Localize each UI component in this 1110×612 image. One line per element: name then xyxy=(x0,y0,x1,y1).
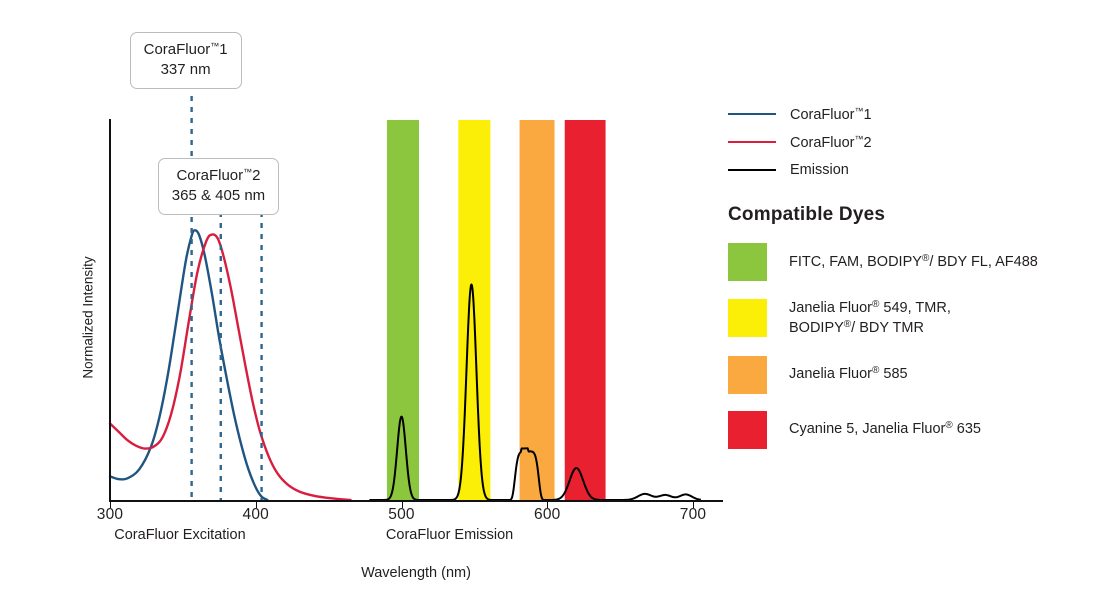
callout-corafluor2-name: CoraFluor xyxy=(176,167,244,184)
x-tick xyxy=(401,502,403,508)
dye-item-label: Janelia Fluor® 549, TMR, BODIPY®/ BDY TMR xyxy=(789,298,951,339)
x-tick-label: 600 xyxy=(534,506,561,523)
dye-label-line2: BODIPY®/ BDY TMR xyxy=(789,318,951,338)
legend-item-label: CoraFluor™1 xyxy=(790,106,872,123)
emission-band xyxy=(519,120,555,500)
x-tick-label: 700 xyxy=(679,506,707,523)
legend-line-swatch xyxy=(728,113,776,115)
excitation-curve xyxy=(108,233,352,502)
dye-item-label: FITC, FAM, BODIPY®/ BDY FL, AF488 xyxy=(789,252,1038,272)
dye-label-line1: Janelia Fluor® 549, TMR, xyxy=(789,298,951,318)
dye-label-text: Janelia Fluor xyxy=(789,300,873,316)
dye-list-item[interactable]: Janelia Fluor® 549, TMR, BODIPY®/ BDY TMR xyxy=(728,298,1110,339)
callout-corafluor2-line2: 365 & 405 nm xyxy=(171,186,266,204)
dye-label-line1: Cyanine 5, Janelia Fluor® 635 xyxy=(789,419,981,439)
dye-color-swatch xyxy=(728,299,767,338)
trademark-icon: ™ xyxy=(243,167,253,177)
callout-corafluor1: CoraFluor™1 337 nm xyxy=(129,32,242,89)
x-axis-label: Wavelength (nm) xyxy=(361,565,471,581)
x-tick xyxy=(255,502,257,508)
x-tick xyxy=(693,502,694,508)
legend-line-swatch xyxy=(728,141,776,143)
dye-label-text-tail: / BDY TMR xyxy=(851,320,924,337)
legend-item[interactable]: CoraFluor™2 xyxy=(728,128,1110,156)
x-tick xyxy=(110,502,111,508)
x-tick-label: 500 xyxy=(388,506,415,523)
series-legend: CoraFluor™1 CoraFluor™2 Emission xyxy=(728,100,1110,184)
excitation-curve xyxy=(108,229,269,502)
region-label-excitation: CoraFluor Excitation xyxy=(114,527,246,543)
dye-color-swatch xyxy=(728,410,767,449)
chart-plot-area: 300 400 500 600 700 Normalized Intensity Wav… xyxy=(80,32,723,581)
callout-corafluor1-index: 1 xyxy=(219,41,228,58)
chart-canvas xyxy=(108,96,702,502)
legend-item[interactable]: Emission xyxy=(728,156,1110,184)
legend-panel: CoraFluor™1 CoraFluor™2 Emission Compatibl… xyxy=(728,100,1110,449)
y-axis-label: Normalized Intensity xyxy=(80,256,96,379)
dye-list-item[interactable]: FITC, FAM, BODIPY®/ BDY FL, AF488 xyxy=(728,243,1110,281)
dye-label-line1: Janelia Fluor® 585 xyxy=(789,364,908,384)
legend-label-index: 1 xyxy=(863,106,872,123)
legend-item-label: Emission xyxy=(790,162,849,178)
legend-label-name: CoraFluor xyxy=(790,106,855,123)
callout-corafluor2-line1: CoraFluor™2 xyxy=(172,166,265,186)
callout-corafluor2-index: 2 xyxy=(252,167,261,184)
y-axis xyxy=(109,119,111,501)
x-tick-label: 400 xyxy=(242,506,269,523)
dye-item-label: Janelia Fluor® 585 xyxy=(789,364,908,384)
legend-label-name: Emission xyxy=(790,162,849,178)
dye-list-item[interactable]: Janelia Fluor® 585 xyxy=(728,355,1110,394)
trademark-icon: ™ xyxy=(854,105,864,116)
x-tick xyxy=(547,502,549,508)
emission-band xyxy=(386,120,419,500)
callout-corafluor1-line2: 337 nm xyxy=(160,60,211,78)
dye-label-text-tail: / BDY FL, AF488 xyxy=(929,253,1038,270)
legend-label-name: CoraFluor xyxy=(790,134,855,151)
callout-corafluor1-line1: CoraFluor™1 xyxy=(144,40,228,60)
trademark-icon: ™ xyxy=(854,133,864,144)
dye-label-text: Cyanine 5, Janelia Fluor xyxy=(789,421,946,438)
legend-label-index: 2 xyxy=(863,134,872,151)
dye-label-text-tail: 585 xyxy=(879,366,908,383)
registered-trademark-icon: ® xyxy=(921,252,930,264)
legend-item[interactable]: CoraFluor™1 xyxy=(728,100,1110,128)
dye-label-text: FITC, FAM, BODIPY xyxy=(789,253,922,270)
callout-corafluor1-name: CoraFluor xyxy=(143,41,211,58)
registered-trademark-icon: ® xyxy=(872,365,880,377)
compatible-dyes-list: FITC, FAM, BODIPY®/ BDY FL, AF488 Janelia… xyxy=(728,243,1110,449)
registered-trademark-icon: ® xyxy=(872,299,880,310)
registered-trademark-icon: ® xyxy=(945,420,953,432)
callout-corafluor2: CoraFluor™2 365 & 405 nm xyxy=(157,158,280,215)
compatible-dyes-title: Compatible Dyes xyxy=(728,204,886,225)
x-axis xyxy=(109,500,723,502)
dye-label-line1: FITC, FAM, BODIPY®/ BDY FL, AF488 xyxy=(789,252,1038,272)
dye-item-label: Cyanine 5, Janelia Fluor® 635 xyxy=(789,419,981,439)
emission-band xyxy=(564,120,606,500)
region-label-emission: CoraFluor Emission xyxy=(385,527,514,543)
registered-trademark-icon: ® xyxy=(843,319,852,331)
x-tick-label: 300 xyxy=(96,506,124,523)
dye-label-text-tail: 549, TMR, xyxy=(879,300,951,316)
dye-label-text: BODIPY xyxy=(789,320,844,337)
dye-list-item[interactable]: Cyanine 5, Janelia Fluor® 635 xyxy=(728,410,1110,449)
trademark-icon: ™ xyxy=(210,41,220,51)
legend-line-swatch xyxy=(728,169,776,171)
dye-label-text: Janelia Fluor xyxy=(789,366,873,383)
legend-item-label: CoraFluor™2 xyxy=(790,134,872,151)
dye-label-text-tail: 635 xyxy=(952,421,981,438)
dye-color-swatch xyxy=(728,355,767,394)
dye-color-swatch xyxy=(728,243,767,281)
